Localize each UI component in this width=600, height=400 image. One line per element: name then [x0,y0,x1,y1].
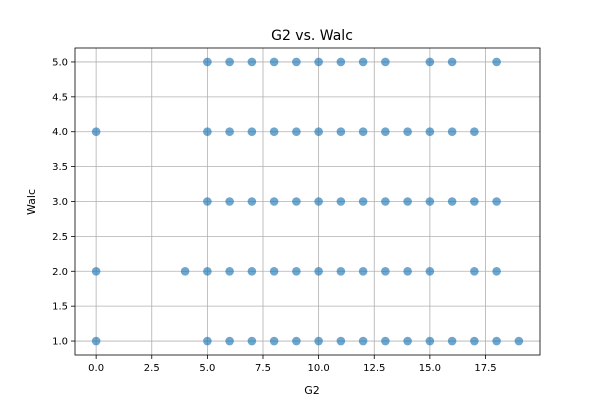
data-point [447,197,457,206]
data-point [203,57,212,67]
data-point [269,197,279,206]
data-point [292,197,301,206]
x-tick-label: 15.0 [419,363,441,374]
y-tick-label: 2.5 [52,232,68,243]
data-point [292,127,301,137]
data-point [492,197,501,206]
y-axis-label: Walc [25,189,38,215]
data-point [292,336,301,346]
data-point [314,127,323,137]
data-point [492,336,501,346]
data-point [470,197,479,206]
data-point [514,336,524,346]
data-point [470,336,479,346]
data-point [381,197,390,206]
data-point [381,266,390,276]
y-tick-label: 5.0 [52,57,68,68]
data-point [292,57,301,67]
data-point [180,266,190,276]
data-point [336,266,346,276]
data-point [314,197,323,206]
data-point [91,266,101,276]
data-point [447,57,457,67]
x-tick-label: 0.0 [88,363,104,374]
data-point [358,127,368,137]
data-point [225,336,234,346]
data-point [247,127,257,137]
data-point [403,197,412,206]
y-tick-label: 4.0 [52,127,68,138]
data-point [447,127,457,137]
data-point [203,336,212,346]
data-point [403,127,412,137]
data-point [403,336,412,346]
data-point [314,57,323,67]
data-point [91,336,101,346]
data-point [336,127,346,137]
data-point [292,266,301,276]
data-point [314,266,323,276]
y-tick-label: 4.5 [52,92,68,103]
data-point [492,57,501,67]
x-tick-label: 5.0 [199,363,215,374]
data-point [425,336,435,346]
y-tick-label: 3.5 [52,162,68,173]
y-axis-ticks: 1.0 1.5 2.0 2.5 3.0 3.5 4.0 4.5 5.0 [52,57,75,348]
data-point [269,127,279,137]
y-tick-label: 1.5 [52,302,68,313]
data-point [225,266,234,276]
grid-lines [75,48,540,355]
data-point [425,266,435,276]
y-tick-label: 3.0 [52,197,68,208]
x-tick-label: 10.0 [307,363,329,374]
data-point [425,57,435,67]
data-point [336,197,346,206]
data-point [314,336,323,346]
data-point [247,336,257,346]
data-point [381,336,390,346]
data-point [381,127,390,137]
data-point [336,57,346,67]
data-point [403,266,412,276]
data-point [470,127,479,137]
data-point [269,57,279,67]
data-point [381,57,390,67]
data-point [358,57,368,67]
x-tick-label: 2.5 [144,363,160,374]
data-point [91,127,101,137]
data-point [269,336,279,346]
data-point [358,336,368,346]
x-axis-ticks: 0.0 2.5 5.0 7.5 10.0 12.5 15.0 17.5 [88,355,497,374]
data-point [336,336,346,346]
data-point [492,266,501,276]
data-point [470,266,479,276]
data-point [269,266,279,276]
x-tick-label: 7.5 [255,363,271,374]
data-point [425,127,435,137]
data-point [247,266,257,276]
x-axis-label: G2 [304,384,320,397]
y-tick-label: 2.0 [52,267,68,278]
data-point [203,266,212,276]
data-point [247,197,257,206]
data-point [203,197,212,206]
data-point [247,57,257,67]
data-point [447,336,457,346]
data-point [203,127,212,137]
chart-title: G2 vs. Walc [271,28,353,44]
data-point [358,266,368,276]
x-tick-label: 12.5 [363,363,385,374]
data-point [225,197,234,206]
y-tick-label: 1.0 [52,337,68,348]
data-point [225,57,234,67]
data-points [91,57,524,346]
x-tick-label: 17.5 [474,363,496,374]
data-point [425,197,435,206]
data-point [225,127,234,137]
data-point [358,197,368,206]
